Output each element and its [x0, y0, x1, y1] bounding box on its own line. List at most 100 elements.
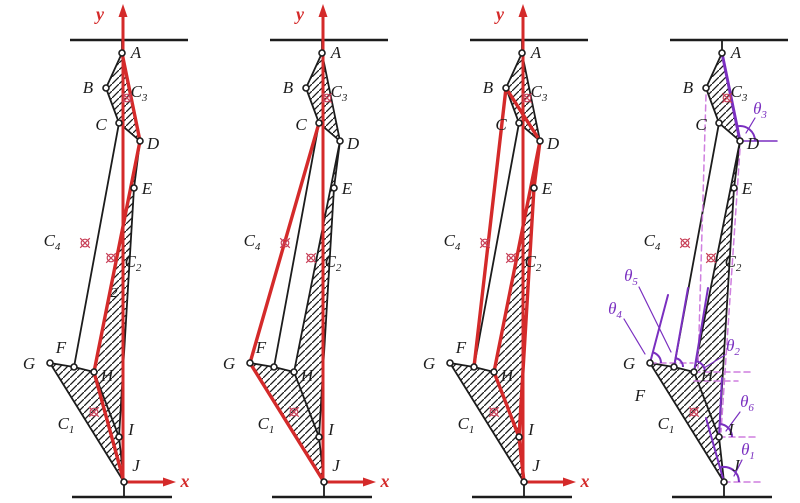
link-AB	[505, 52, 523, 89]
com-circle-C4	[80, 238, 90, 248]
joint-D	[136, 137, 144, 145]
label-C3: C3	[331, 82, 348, 104]
link-BC	[705, 87, 720, 124]
link-CF	[73, 122, 120, 368]
joint-H	[90, 368, 98, 376]
label-C2: C2	[525, 252, 542, 274]
label-C3-sub: 3	[541, 92, 548, 104]
link-AB	[105, 52, 123, 89]
joint-H	[490, 368, 498, 376]
com-mark-C3	[721, 92, 733, 104]
label-H: H	[500, 366, 515, 385]
com-mark-C4	[479, 237, 491, 249]
label-C4-sub: 4	[655, 241, 661, 253]
com-mark-C4	[679, 237, 691, 249]
label-C3: C3	[531, 82, 548, 104]
joint-I	[715, 433, 723, 441]
com-mark-C2	[305, 252, 317, 264]
label-G: G	[623, 354, 635, 373]
angle-arc-J	[719, 466, 740, 483]
y-axis-label: y	[494, 4, 505, 24]
theta-label-3: θ3	[753, 99, 767, 121]
joint-J	[320, 478, 328, 486]
joint-B	[102, 84, 110, 92]
label-B: B	[483, 78, 494, 97]
label-C3: C3	[131, 82, 148, 104]
com-circle-C4	[680, 238, 690, 248]
joint-J	[720, 478, 728, 486]
theta-label-1: θ1	[741, 440, 755, 462]
label-C: C	[495, 115, 507, 134]
com-circle-C1	[489, 407, 499, 417]
joint-C	[115, 119, 123, 127]
theta-leader-6	[725, 411, 741, 432]
com-mark-C1	[288, 406, 300, 418]
joint-F	[270, 363, 278, 371]
joint-I	[315, 433, 323, 441]
com-cross-b-C4	[279, 237, 291, 249]
loop-vector-HI	[492, 370, 521, 439]
com-mark-C3	[321, 92, 333, 104]
angle-arc-H	[695, 360, 706, 373]
link-GF	[249, 362, 275, 368]
joint-C	[515, 119, 523, 127]
label-D: D	[546, 134, 560, 153]
label-I: I	[727, 420, 735, 439]
com-cross-b-C4	[479, 237, 491, 249]
label-I: I	[527, 420, 535, 439]
joint-F	[470, 363, 478, 371]
com-mark-C3	[121, 92, 133, 104]
com-cross-b-C1	[288, 406, 300, 418]
label-D: D	[746, 134, 760, 153]
label-C4-sub: 4	[55, 241, 61, 253]
label-A: A	[130, 43, 142, 62]
label-G: G	[423, 354, 435, 373]
label-H: H	[100, 366, 115, 385]
label-E: E	[141, 179, 153, 198]
com-circle-C3	[122, 93, 132, 103]
com-circle-C2	[106, 253, 116, 263]
com-circle-C2	[506, 253, 516, 263]
label-F: F	[455, 338, 467, 357]
joint-C	[315, 119, 323, 127]
label-C: C	[95, 115, 107, 134]
label-F: F	[255, 338, 267, 357]
link-body-hatch-1	[294, 141, 340, 437]
link-BC	[305, 87, 320, 124]
angle-arc-D	[736, 125, 756, 142]
joint-B	[702, 84, 710, 92]
joint-I	[115, 433, 123, 441]
loop-vector-EI	[517, 186, 536, 439]
angle-ray-F	[673, 287, 689, 368]
angle-ray-J	[705, 417, 725, 483]
com-cross-b-C2	[705, 252, 717, 264]
label-C2-sub: 2	[536, 262, 542, 274]
x-axis-label: x	[380, 471, 390, 491]
joint-E	[730, 184, 738, 192]
link-GJ	[49, 362, 125, 483]
theta-label-5-sub: 5	[632, 276, 638, 288]
link-HI	[693, 371, 720, 438]
com-cross-b-C4	[679, 237, 691, 249]
com-cross-b-C3	[321, 92, 333, 104]
angle-ray-I	[718, 377, 723, 438]
com-cross-b-C3	[121, 92, 133, 104]
link-GJ	[649, 362, 725, 483]
loop-vector-DH	[492, 139, 542, 374]
com-cross-b-C3	[521, 92, 533, 104]
label-E: E	[341, 179, 353, 198]
joint-B	[502, 84, 510, 92]
joint-H	[690, 368, 698, 376]
label-D: D	[346, 134, 360, 153]
joint-D	[736, 137, 744, 145]
com-circle-C3	[722, 93, 732, 103]
com-circle-C3	[322, 93, 332, 103]
label-C1-sub: 1	[69, 424, 75, 436]
angle-arc-F	[675, 357, 684, 368]
label-C2: C2	[325, 252, 342, 274]
joint-F	[670, 363, 678, 371]
angle-arc-G	[652, 351, 662, 364]
label-B: B	[83, 78, 94, 97]
com-circle-C1	[289, 407, 299, 417]
